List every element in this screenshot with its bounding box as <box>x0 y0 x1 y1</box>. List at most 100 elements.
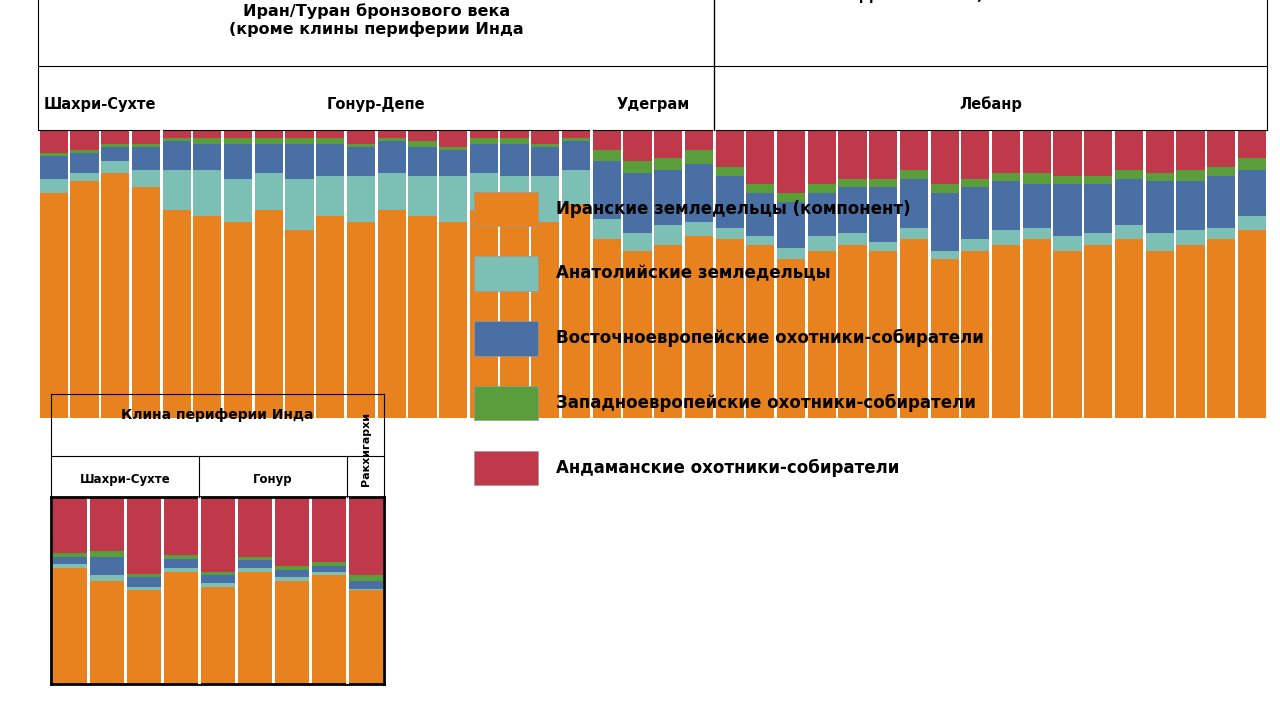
Text: Удеграм: Удеграм <box>616 97 690 112</box>
Bar <box>224 130 252 138</box>
Bar <box>961 187 989 239</box>
Bar <box>623 161 652 173</box>
Bar <box>992 130 1020 173</box>
Bar <box>838 245 867 418</box>
Bar <box>90 581 124 684</box>
Bar <box>562 170 590 204</box>
Bar <box>439 222 467 418</box>
Text: Гонур: Гонур <box>253 472 293 485</box>
Bar <box>562 141 590 170</box>
Bar <box>408 147 436 176</box>
Bar <box>40 156 68 179</box>
Bar <box>1053 251 1082 418</box>
Bar <box>900 170 928 179</box>
Bar <box>238 557 271 560</box>
Bar <box>931 130 959 184</box>
Bar <box>316 144 344 176</box>
Bar <box>1053 236 1082 251</box>
Bar <box>201 583 234 587</box>
Bar <box>869 179 897 187</box>
Bar <box>378 210 406 418</box>
Bar <box>52 564 87 568</box>
Bar <box>1115 225 1143 239</box>
Bar <box>992 245 1020 418</box>
Bar <box>163 210 191 418</box>
Bar <box>274 566 308 570</box>
Bar <box>593 130 621 150</box>
Bar <box>500 176 529 216</box>
Bar <box>347 144 375 147</box>
Bar <box>274 570 308 577</box>
Bar <box>838 130 867 179</box>
Text: Иранские земледельцы (компонент): Иранские земледельцы (компонент) <box>556 199 910 217</box>
Bar <box>1146 251 1174 418</box>
Bar <box>90 551 124 557</box>
Bar <box>163 138 191 141</box>
Bar <box>1207 228 1235 239</box>
Bar <box>1023 239 1051 418</box>
Bar <box>869 187 897 242</box>
Bar <box>931 193 959 251</box>
Bar <box>562 204 590 418</box>
Bar <box>1238 130 1266 158</box>
Bar <box>1084 184 1112 233</box>
Bar <box>193 130 221 138</box>
Bar <box>70 153 99 173</box>
Bar <box>623 233 652 251</box>
Bar <box>90 557 124 575</box>
Bar <box>685 222 713 236</box>
Text: Восточноевропейские охотники-собиратели: Восточноевропейские охотники-собиратели <box>556 329 983 348</box>
Bar <box>255 144 283 173</box>
Bar <box>347 176 375 222</box>
Bar <box>52 553 87 557</box>
Bar <box>562 138 590 141</box>
Bar <box>1115 239 1143 418</box>
Bar <box>1053 176 1082 184</box>
Bar <box>777 259 805 418</box>
Text: Иран/Туран бронзового века
(кроме клины периферии Инда: Иран/Туран бронзового века (кроме клины … <box>229 3 524 37</box>
Bar <box>127 574 161 577</box>
Bar <box>40 130 68 153</box>
Bar <box>593 219 621 239</box>
Bar <box>90 575 124 581</box>
Bar <box>1238 170 1266 216</box>
Bar <box>348 581 383 588</box>
Text: Шахри-Сухте: Шахри-Сухте <box>44 97 156 112</box>
Bar <box>593 239 621 418</box>
Bar <box>654 130 682 158</box>
Bar <box>685 164 713 222</box>
Point <box>77 125 92 134</box>
Bar <box>274 581 308 684</box>
Bar <box>408 141 436 147</box>
Bar <box>224 138 252 144</box>
Text: Шахри-Сухте: Шахри-Сухте <box>79 472 170 485</box>
Bar <box>931 251 959 259</box>
Bar <box>238 572 271 684</box>
Bar <box>348 590 383 684</box>
Bar <box>70 130 99 150</box>
Bar <box>439 130 467 147</box>
Bar <box>777 202 805 248</box>
Bar <box>285 144 314 179</box>
Bar <box>347 222 375 418</box>
Bar <box>961 130 989 179</box>
Bar <box>224 144 252 179</box>
Bar <box>1238 158 1266 170</box>
Bar <box>808 251 836 418</box>
Bar <box>347 130 375 144</box>
Bar <box>623 130 652 161</box>
Bar <box>163 141 191 170</box>
Bar <box>224 179 252 222</box>
Bar <box>1176 245 1204 418</box>
Bar <box>900 228 928 239</box>
Bar <box>562 130 590 138</box>
Bar <box>500 130 529 138</box>
Bar <box>746 130 774 184</box>
Bar <box>316 130 344 138</box>
Bar <box>311 497 346 562</box>
Bar <box>1176 230 1204 245</box>
Bar <box>70 173 99 181</box>
Bar <box>285 230 314 418</box>
Bar <box>52 497 87 553</box>
Bar <box>164 568 197 572</box>
